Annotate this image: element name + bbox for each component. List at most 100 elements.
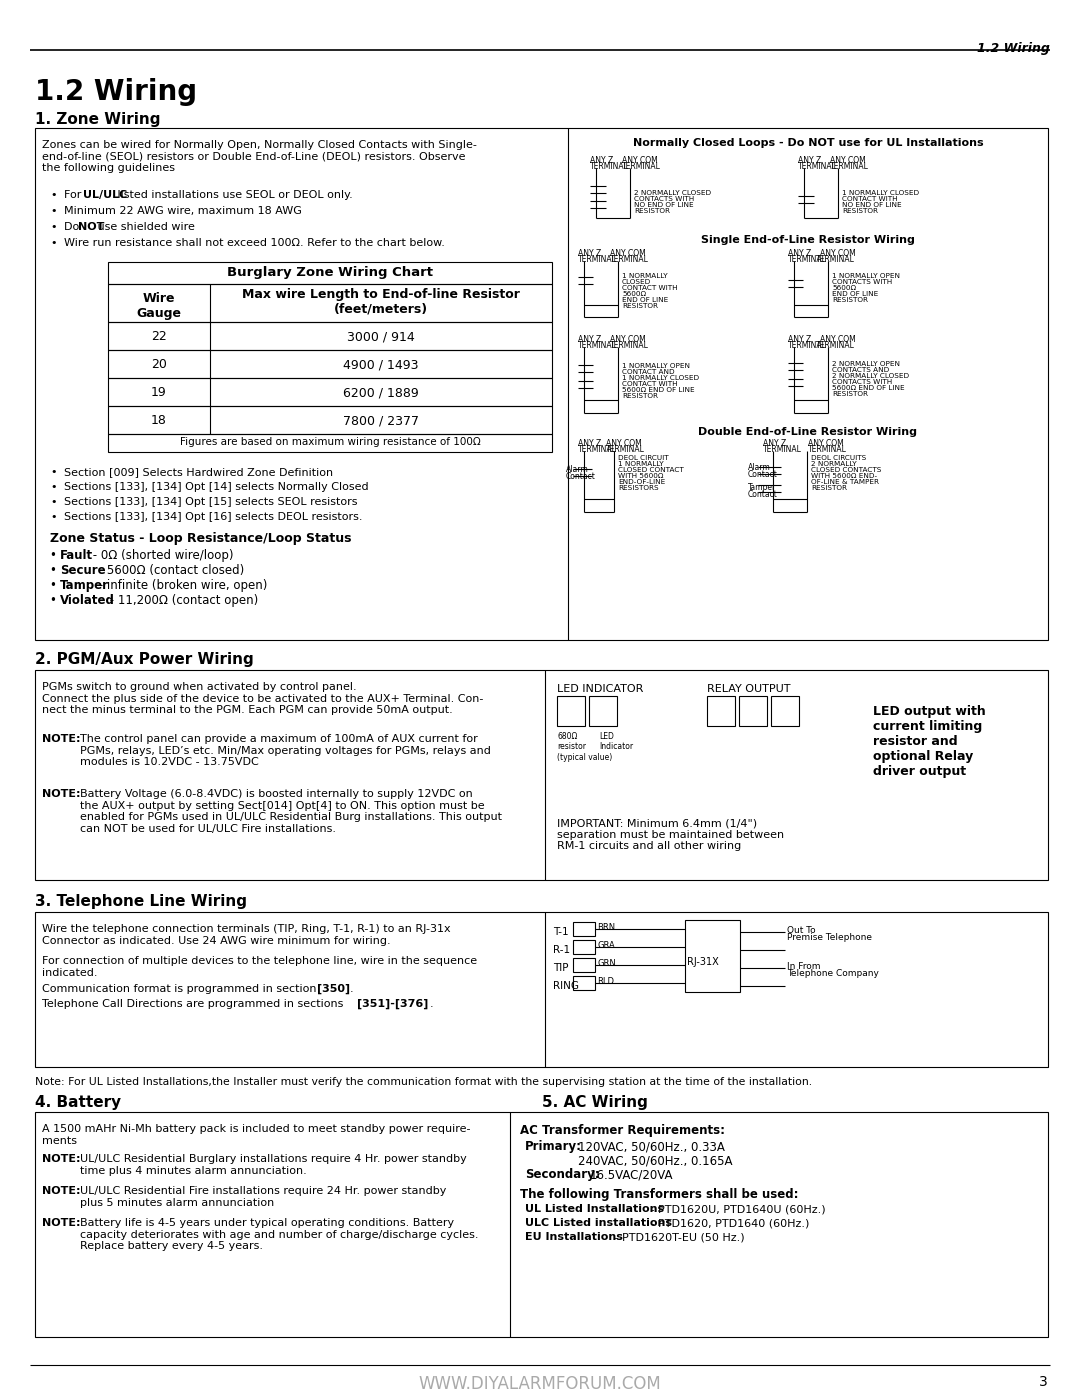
Text: 19: 19	[151, 386, 167, 400]
Text: 2. PGM/Aux Power Wiring: 2. PGM/Aux Power Wiring	[35, 652, 254, 666]
Text: CONTACT WITH: CONTACT WITH	[842, 196, 897, 203]
Text: ANY Z: ANY Z	[578, 335, 602, 344]
Text: BRN: BRN	[597, 923, 616, 932]
Text: CONTACT WITH: CONTACT WITH	[622, 381, 677, 387]
Text: UL Listed Installations: UL Listed Installations	[525, 1204, 664, 1214]
Text: RESISTOR: RESISTOR	[832, 298, 868, 303]
Text: Normally Closed Loops - Do NOT use for UL Installations: Normally Closed Loops - Do NOT use for U…	[633, 138, 983, 148]
Text: R-1: R-1	[553, 944, 570, 956]
Text: Battery life is 4-5 years under typical operating conditions. Battery
capacity d: Battery life is 4-5 years under typical …	[80, 1218, 478, 1252]
Text: Zones can be wired for Normally Open, Normally Closed Contacts with Single-
end-: Zones can be wired for Normally Open, No…	[42, 140, 477, 173]
Bar	[35, 129, 1048, 640]
Text: ANY COM: ANY COM	[610, 249, 646, 258]
Text: •: •	[50, 511, 56, 522]
Text: RESISTOR: RESISTOR	[622, 393, 658, 400]
Text: IMPORTANT: Minimum 6.4mm (1/4")
separation must be maintained between
RM-1 circu: IMPORTANT: Minimum 6.4mm (1/4") separati…	[557, 819, 784, 851]
Text: 1 NORMALLY: 1 NORMALLY	[622, 272, 667, 279]
Bar	[35, 671, 1048, 880]
Text: ULC Listed installations: ULC Listed installations	[525, 1218, 672, 1228]
Text: 20: 20	[151, 358, 167, 372]
Text: •: •	[50, 497, 56, 507]
Text: 5600Ω: 5600Ω	[622, 291, 646, 298]
Text: 22: 22	[151, 330, 167, 344]
Text: NOTE:: NOTE:	[42, 789, 81, 799]
Text: 5. AC Wiring: 5. AC Wiring	[542, 1095, 648, 1111]
Bar	[771, 696, 799, 726]
Bar	[35, 912, 1048, 1067]
Text: 3000 / 914: 3000 / 914	[347, 330, 415, 344]
Text: RESISTORS: RESISTORS	[618, 485, 659, 490]
Text: UL/ULC Residential Fire installations require 24 Hr. power standby
plus 5 minute: UL/ULC Residential Fire installations re…	[80, 1186, 446, 1207]
Text: Out To: Out To	[787, 926, 815, 935]
Text: RESISTOR: RESISTOR	[842, 208, 878, 214]
Text: NOTE:: NOTE:	[42, 1154, 81, 1164]
Text: 1 NORMALLY: 1 NORMALLY	[618, 461, 663, 467]
Text: WITH 5600Ω END-: WITH 5600Ω END-	[811, 474, 877, 479]
Text: TERMINAL: TERMINAL	[798, 162, 837, 170]
Text: GRN: GRN	[597, 958, 616, 968]
Text: Battery Voltage (6.0-8.4VDC) is boosted internally to supply 12VDC on
the AUX+ o: Battery Voltage (6.0-8.4VDC) is boosted …	[80, 789, 502, 834]
Text: TERMINAL: TERMINAL	[831, 162, 869, 170]
Text: For: For	[64, 190, 85, 200]
Text: TERMINAL: TERMINAL	[816, 256, 855, 264]
Text: CLOSED CONTACT: CLOSED CONTACT	[618, 467, 684, 474]
Text: PGMs switch to ground when activated by control panel.
Connect the plus side of : PGMs switch to ground when activated by …	[42, 682, 484, 715]
Text: Secondary:: Secondary:	[525, 1168, 599, 1180]
Text: use shielded wire: use shielded wire	[94, 222, 194, 232]
Bar	[108, 407, 552, 434]
Text: Sections [133], [134] Opt [16] selects DEOL resistors.: Sections [133], [134] Opt [16] selects D…	[64, 511, 363, 522]
Text: 5600Ω: 5600Ω	[832, 285, 856, 291]
Text: RING: RING	[553, 981, 579, 990]
Text: CONTACTS AND: CONTACTS AND	[832, 367, 889, 373]
Text: UL/ULC: UL/ULC	[82, 190, 126, 200]
Text: Section [009] Selects Hardwired Zone Definition: Section [009] Selects Hardwired Zone Def…	[64, 467, 333, 476]
Text: ANY Z: ANY Z	[798, 156, 821, 165]
Text: 1. Zone Wiring: 1. Zone Wiring	[35, 112, 161, 127]
Text: Wire the telephone connection terminals (TIP, Ring, T-1, R-1) to an RJ-31x
Conne: Wire the telephone connection terminals …	[42, 923, 450, 946]
Text: WITH 5600Ω: WITH 5600Ω	[618, 474, 663, 479]
Text: Do: Do	[64, 222, 83, 232]
Text: TERMINAL: TERMINAL	[578, 446, 617, 454]
Bar	[557, 696, 585, 726]
Text: Communication format is programmed in section: Communication format is programmed in se…	[42, 983, 320, 995]
Text: 7800 / 2377: 7800 / 2377	[343, 414, 419, 427]
Text: - 5600Ω (contact closed): - 5600Ω (contact closed)	[95, 564, 244, 577]
Text: The control panel can provide a maximum of 100mA of AUX current for
PGMs, relays: The control panel can provide a maximum …	[80, 733, 491, 767]
Text: 5600Ω END OF LINE: 5600Ω END OF LINE	[622, 387, 694, 393]
Text: In From: In From	[787, 963, 821, 971]
Text: 4. Battery: 4. Battery	[35, 1095, 121, 1111]
Text: 18: 18	[151, 414, 167, 427]
Text: Max wire Length to End-of-line Resistor
(feet/meters): Max wire Length to End-of-line Resistor …	[242, 288, 519, 316]
Text: ANY COM: ANY COM	[808, 439, 843, 448]
Text: Primary:: Primary:	[525, 1140, 582, 1153]
Text: Secure: Secure	[60, 564, 106, 577]
Text: TERMINAL: TERMINAL	[610, 341, 649, 351]
Text: ANY Z: ANY Z	[578, 249, 602, 258]
Text: 3. Telephone Line Wiring: 3. Telephone Line Wiring	[35, 894, 247, 909]
Text: END OF LINE: END OF LINE	[622, 298, 669, 303]
Text: Note: For UL Listed Installations,the Installer must verify the communication fo: Note: For UL Listed Installations,the In…	[35, 1077, 812, 1087]
Text: GRA: GRA	[597, 942, 615, 950]
Bar	[108, 263, 552, 284]
Text: AC Transformer Requirements:: AC Transformer Requirements:	[519, 1125, 725, 1137]
Text: LED output with
current limiting
resistor and
optional Relay
driver output: LED output with current limiting resisto…	[873, 705, 986, 778]
Bar	[108, 379, 552, 407]
Text: WWW.DIYALARMFORUM.COM: WWW.DIYALARMFORUM.COM	[419, 1375, 661, 1393]
Text: Contact: Contact	[748, 469, 778, 479]
Text: 4900 / 1493: 4900 / 1493	[343, 358, 419, 372]
Text: 6200 / 1889: 6200 / 1889	[343, 386, 419, 400]
Text: CONTACTS WITH: CONTACTS WITH	[832, 279, 892, 285]
Text: OF-LINE & TAMPER: OF-LINE & TAMPER	[811, 479, 879, 485]
Text: Alarm: Alarm	[748, 462, 771, 472]
Text: TERMINAL: TERMINAL	[808, 446, 847, 454]
Text: LED INDICATOR: LED INDICATOR	[557, 685, 644, 694]
Text: Fault: Fault	[60, 549, 93, 562]
Text: Violated: Violated	[60, 594, 114, 608]
Text: Alarm: Alarm	[566, 465, 589, 474]
Text: ANY COM: ANY COM	[820, 335, 855, 344]
Text: ANY COM: ANY COM	[820, 249, 855, 258]
Text: TERMINAL: TERMINAL	[606, 446, 645, 454]
Text: Tamper: Tamper	[60, 578, 109, 592]
Text: 240VAC, 50/60Hz., 0.165A: 240VAC, 50/60Hz., 0.165A	[578, 1154, 732, 1166]
Text: CLOSED: CLOSED	[622, 279, 651, 285]
